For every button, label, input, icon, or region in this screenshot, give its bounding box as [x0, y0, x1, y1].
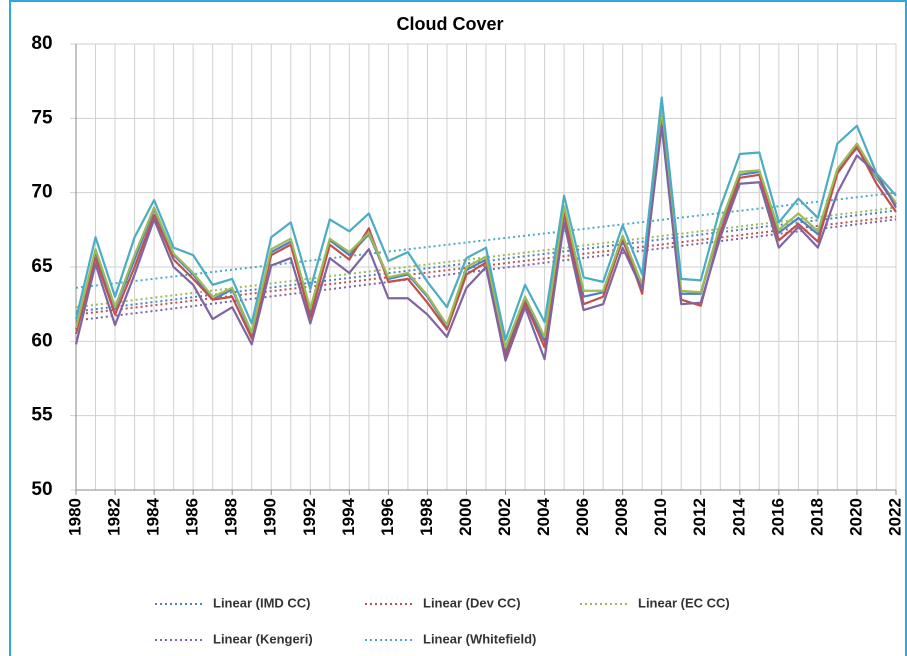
y-tick-label: 70 — [31, 182, 52, 203]
x-tick-label: 2018 — [807, 498, 826, 536]
y-tick-label: 55 — [31, 405, 53, 426]
x-tick-label: 1996 — [378, 498, 397, 536]
x-tick-label: 1988 — [222, 498, 241, 536]
x-tick-label: 2008 — [612, 498, 631, 536]
series-line — [74, 117, 897, 358]
x-tick-label: 1992 — [300, 498, 319, 536]
legend-label: Linear (EC CC) — [638, 595, 730, 610]
y-tick-label: 65 — [31, 256, 53, 277]
chart-frame — [9, 0, 907, 656]
x-tick-label: 1998 — [417, 498, 436, 536]
x-tick-label: 2020 — [846, 498, 865, 536]
y-tick-label: 80 — [31, 33, 52, 54]
y-tick-label: 60 — [31, 330, 52, 351]
y-tick-label: 50 — [31, 479, 52, 500]
x-tick-label: 2004 — [534, 497, 553, 535]
x-tick-label: 2014 — [729, 497, 748, 535]
series-line — [74, 124, 897, 362]
x-tick-label: 2022 — [885, 498, 904, 536]
x-tick-label: 2012 — [690, 498, 709, 536]
x-tick-label: 2006 — [573, 498, 592, 536]
series-line — [74, 108, 897, 349]
x-tick-label: 1990 — [261, 498, 280, 536]
chart-title: Cloud Cover — [396, 14, 503, 34]
x-tick-label: 2002 — [495, 498, 514, 536]
legend-label: Linear (IMD CC) — [213, 595, 311, 610]
legend-label: Linear (Kengeri) — [213, 631, 313, 646]
x-tick-label: 2010 — [651, 498, 670, 536]
x-tick-label: 1984 — [144, 497, 163, 535]
y-tick-label: 75 — [31, 107, 53, 128]
x-tick-label: 2016 — [768, 498, 787, 536]
legend-label: Linear (Whitefield) — [423, 631, 536, 646]
series-line — [74, 96, 897, 341]
legend-label: Linear (Dev CC) — [423, 595, 521, 610]
x-tick-label: 1994 — [339, 497, 358, 535]
x-tick-label: 1980 — [65, 498, 84, 536]
x-tick-label: 1982 — [105, 498, 124, 536]
x-tick-label: 2000 — [456, 498, 475, 536]
x-tick-label: 1986 — [183, 498, 202, 536]
